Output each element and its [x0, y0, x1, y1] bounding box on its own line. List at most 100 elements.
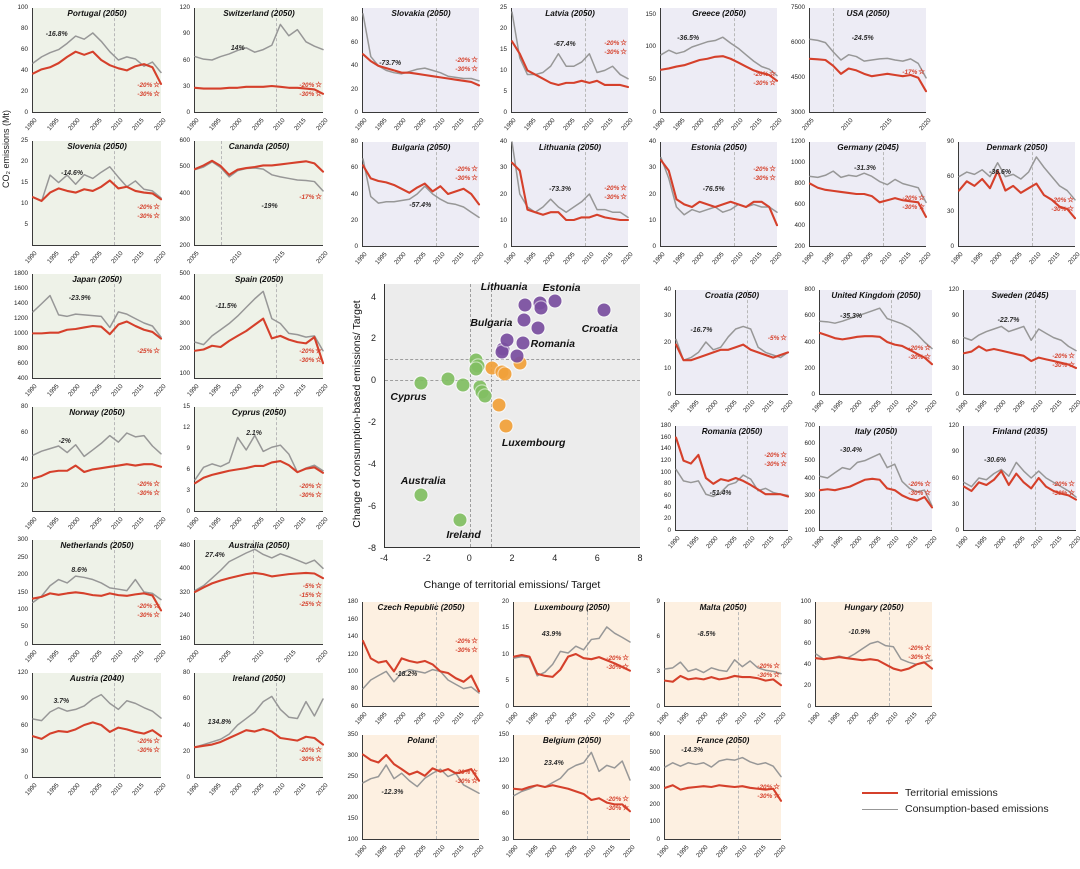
dashed-year-line: [890, 426, 892, 530]
change-annotation: 3.7%: [53, 697, 70, 705]
consumption-line: [363, 765, 479, 793]
target-star-icon: ☆: [471, 172, 478, 182]
consumption-line: [676, 469, 788, 496]
x-axis-ticks: 2005 2010 2015 2020: [801, 117, 933, 133]
chart-title: Cyprus (2050): [231, 408, 287, 417]
consumption-line: [959, 157, 1075, 200]
plot-area: Switzerland (2050) 14% -20%☆ -30%☆: [194, 8, 323, 113]
chart-title: Netherlands (2050): [60, 541, 134, 550]
plot-area: Finland (2035) -30.6% -20%☆ -30%☆: [963, 426, 1076, 531]
target-labels: -20%☆ -30%☆: [137, 736, 160, 755]
y-axis-ticks: 0 20 40 60 80: [182, 669, 190, 781]
target-labels: -20%☆ -30%☆: [1052, 351, 1075, 370]
plot-area: Slovenia (2050) -14.6% -20%☆ -30%☆: [32, 141, 161, 246]
y-axis-ticks: 0 30 60 90 120: [948, 422, 959, 534]
consumption-line: [512, 142, 628, 217]
territorial-line: [363, 641, 479, 691]
target-labels: -20%☆ -30%☆: [299, 79, 322, 98]
consumption-line: [33, 296, 161, 338]
panel-group-top-middle: 0 20 40 60 80 Slovakia (2050) -73.7% -20%☆ -30%☆…: [336, 4, 933, 138]
territorial-line: [33, 722, 161, 738]
plot-area: Belgium (2050) 23.4% -20%☆ -30%☆: [513, 735, 630, 840]
x-axis-ticks: 1990 1995 2000 2005 2010 2015 2020: [24, 516, 168, 532]
plot-area: Portugal (2050) -16.8% -20%☆ -30%☆: [32, 8, 161, 113]
x-axis-ticks: 1990 1995 2000 2005 2010 2015 2020: [656, 844, 788, 860]
line-chart-svg: [363, 602, 479, 706]
change-annotation: -19%: [261, 203, 278, 211]
legend-label: Consumption-based emissions: [905, 803, 1049, 815]
chart-austria: 0 30 60 90 120 Austria (2040) 3.7% -20%☆ -30%☆ 19…: [6, 669, 167, 803]
plot-area: Malta (2050) -8.5% -20%☆ -30%☆: [664, 602, 781, 707]
line-chart-svg: [959, 142, 1075, 246]
target-star-icon: ☆: [1068, 360, 1075, 370]
plot-area: United Kingdom (2050) -35.3% -20%☆ -30%☆: [819, 290, 932, 395]
target-star-icon: ☆: [153, 211, 160, 221]
plot-area: Slovakia (2050) -73.7% -20%☆ -30%☆: [362, 8, 479, 113]
target-labels: -20%☆ -30%☆: [908, 343, 931, 362]
target-labels: -20%☆ -30%☆: [455, 767, 478, 786]
y-axis-ticks: 100 150 200 250 300 350: [347, 731, 358, 843]
consumption-line: [363, 670, 479, 693]
x-axis-ticks: 1990 1995 2000 2005 2010 2015 2020: [955, 535, 1080, 551]
target-star-icon: ☆: [315, 589, 322, 599]
chart-japan: 400 600 800 1000 1200 1400 1600 1800 Japan (2050…: [6, 270, 168, 404]
x-axis-ticks: 1990 1995 2000 2005 2010 2015 2020: [811, 535, 939, 551]
chart-slovenia: 5 10 15 20 25 Slovenia (2050) -14.6% -20%☆ -30%☆…: [6, 137, 168, 271]
line-chart-svg: [514, 602, 630, 706]
chart-slovakia: 0 20 40 60 80 Slovakia (2050) -73.7% -20%☆ -30%☆…: [336, 6, 486, 138]
chart-title: Belgium (2050): [542, 736, 602, 745]
line-chart-svg: [195, 673, 323, 777]
chart-title: Bulgaria (2050): [391, 143, 451, 152]
territorial-line: [514, 654, 630, 677]
scatter-country-label: Estonia: [542, 282, 581, 295]
scatter-country-label: Bulgaria: [470, 316, 513, 329]
dashed-year-line: [436, 602, 438, 706]
consumption-line: [665, 660, 781, 674]
target-star-icon: ☆: [918, 193, 925, 202]
target-labels: -20%☆ -30%☆: [137, 601, 160, 620]
change-annotation: 2.1%: [246, 429, 262, 437]
chart-title: Luxembourg (2050): [534, 603, 610, 612]
panel-group-right-row1: 0 10 20 30 40 Croatia (2050) -16.7% -5%☆ 1990 199…: [649, 286, 1080, 420]
scatter-country-label: Australia: [400, 475, 446, 488]
line-chart-svg: [195, 407, 323, 511]
target-labels: -20%☆ -30%☆: [455, 636, 478, 655]
line-chart-svg: [33, 673, 161, 777]
x-axis-ticks: 1990 1995 2000 2005 2010 2015 2020: [24, 117, 168, 133]
consumption-line: [195, 435, 323, 479]
consumption-line: [33, 576, 161, 602]
line-chart-svg: [661, 8, 777, 112]
change-annotation: -11.5%: [215, 303, 237, 311]
chart-sweden: 0 30 60 90 120 Sweden (2045) -22.7% -20%☆ -30%☆ 1…: [937, 286, 1080, 420]
scatter-point-purple: [518, 298, 532, 312]
dashed-year-line: [252, 540, 254, 644]
plot-area: Cyprus (2050) 2.1% -20%☆ -30%☆: [194, 407, 323, 512]
target-star-icon: ☆: [315, 88, 322, 98]
chart-united-kingdom: 0 200 400 600 800 United Kingdom (2050) -35.3%…: [793, 286, 938, 420]
consumption-line: [661, 37, 777, 75]
target-star-icon: ☆: [622, 662, 629, 671]
chart-title: Sweden (2045): [991, 291, 1049, 300]
consumption-line: [820, 454, 932, 506]
consumption-line: [676, 326, 788, 360]
scatter-point-purple: [517, 313, 531, 326]
change-annotation: -23.9%: [68, 294, 91, 302]
scatter-country-label: Luxembourg: [501, 436, 566, 449]
chart-title: United Kingdom (2050): [831, 291, 921, 300]
scatter-country-label: Romania: [530, 338, 575, 351]
line-chart-svg: [195, 141, 323, 245]
target-labels: -17%☆: [299, 192, 322, 202]
chart-title: Poland: [407, 736, 435, 745]
change-annotation: 23.4%: [544, 759, 564, 767]
target-star-icon: ☆: [769, 163, 776, 173]
chart-germany: 200 400 600 800 1000 1200 Germany (2045) -31.3%…: [783, 138, 933, 272]
y-axis-ticks: 400 600 800 1000 1200 1400 1600 1800: [13, 270, 28, 382]
x-axis-ticks: 1990 1995 2000 2005 2010 2015 2020: [950, 251, 1080, 267]
x-axis-ticks: 1990 1995 2000 2005 2010 2015 2020: [505, 844, 637, 860]
change-annotation: -57.4%: [409, 202, 432, 210]
change-annotation: 27.4%: [205, 552, 225, 560]
chart-lithuania: 0 10 20 30 40 Lithuania (2050) -73.3% -20%☆ -30%…: [485, 138, 635, 272]
plot-area: Japan (2050) -23.9% -25%☆: [32, 274, 161, 379]
change-annotation: -18.2%: [395, 670, 418, 678]
